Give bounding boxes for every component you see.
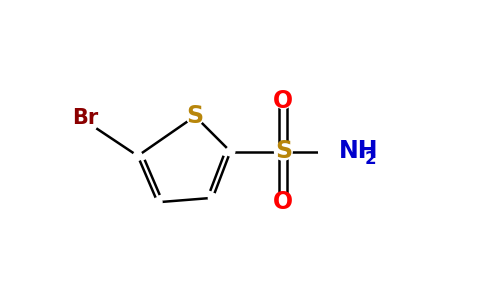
Circle shape (275, 194, 291, 210)
Circle shape (186, 107, 204, 125)
Text: S: S (275, 140, 292, 164)
Circle shape (153, 198, 162, 207)
Circle shape (208, 194, 217, 202)
Text: NH: NH (338, 140, 378, 164)
Text: O: O (273, 190, 293, 214)
Text: S: S (186, 104, 204, 128)
Circle shape (72, 107, 98, 134)
Circle shape (274, 143, 292, 160)
Circle shape (133, 152, 142, 160)
Text: 2: 2 (365, 150, 377, 168)
Circle shape (226, 147, 235, 156)
Circle shape (318, 134, 354, 169)
Text: Br: Br (72, 108, 98, 128)
Circle shape (275, 93, 291, 109)
Text: O: O (273, 89, 293, 113)
